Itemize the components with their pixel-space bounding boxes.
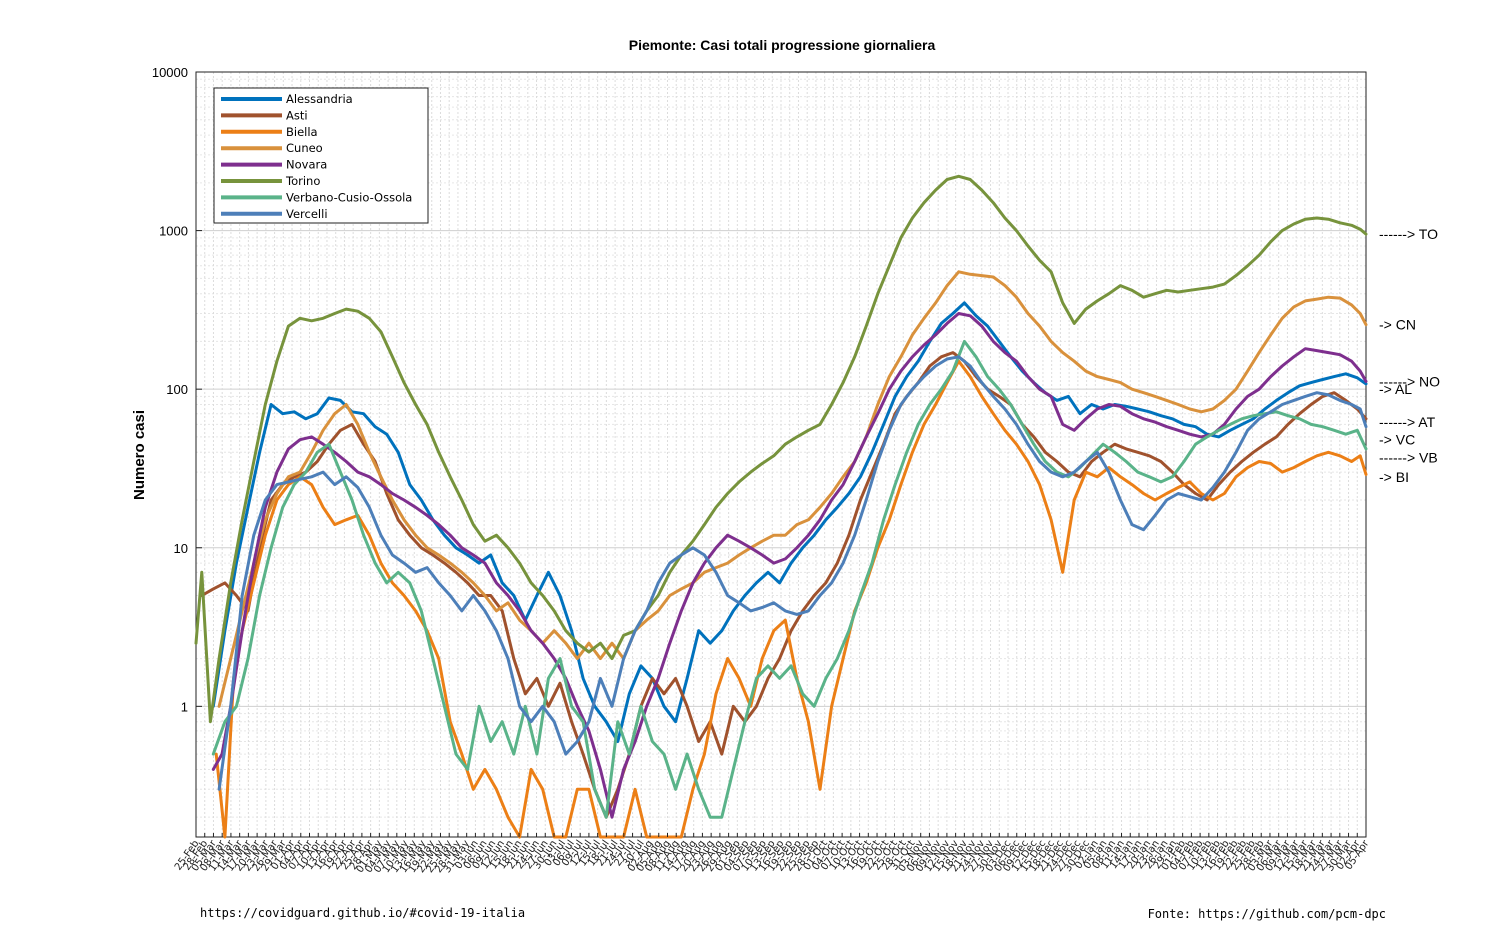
- legend-label: Verbano-Cusio-Ossola: [286, 190, 412, 204]
- y-axis-ticks: 1 10 100 1000 10000: [152, 65, 202, 714]
- end-label: -> BI: [1379, 469, 1409, 485]
- y-tick-label: 10: [174, 541, 188, 556]
- series-line-torino: [194, 174, 1368, 724]
- x-axis-ticks: 25-Feb28-Feb05-Mar08-Mar11-Mar14-Mar17-M…: [173, 833, 1372, 875]
- y-tick-label: 10000: [152, 65, 188, 80]
- series-line-verbano-cusio-ossola: [211, 339, 1368, 819]
- end-label: -> AL: [1379, 381, 1412, 397]
- series-line-novara: [211, 312, 1368, 819]
- end-label: ------> AT: [1379, 414, 1436, 430]
- legend-label: Biella: [286, 125, 318, 139]
- end-label: -> VC: [1379, 432, 1415, 448]
- legend-label: Cuneo: [286, 141, 323, 155]
- chart-title: Piemonte: Casi totali progressione giorn…: [629, 37, 936, 53]
- series-line-biella: [214, 359, 1368, 839]
- footer-source-url: https://covidguard.github.io/#covid-19-i…: [200, 906, 525, 920]
- y-tick-label: 100: [166, 382, 188, 397]
- y-axis-label: Numero casi: [131, 410, 148, 500]
- legend-label: Torino: [285, 174, 320, 188]
- legend-label: Novara: [286, 158, 327, 172]
- end-label: ------> VB: [1379, 450, 1438, 466]
- y-tick-label: 1: [181, 699, 188, 714]
- legend-label: Vercelli: [286, 207, 328, 221]
- legend-label: Alessandria: [286, 92, 353, 106]
- series-line-vercelli: [217, 355, 1368, 791]
- series-lines: [194, 174, 1368, 839]
- end-label: ------> TO: [1379, 226, 1438, 242]
- y-tick-label: 1000: [159, 224, 188, 239]
- series-line-alessandria: [211, 301, 1368, 743]
- series-line-cuneo: [217, 270, 1368, 708]
- end-label: ------> NO: [1379, 373, 1440, 389]
- footer-data-credit: Fonte: https://github.com/pcm-dpc: [1148, 907, 1386, 921]
- legend-label: Asti: [286, 108, 308, 122]
- end-labels: ------> TO -> CN ------> NO-> AL ------> AT…: [1379, 226, 1440, 485]
- end-label: -> CN: [1379, 317, 1416, 333]
- legend: Alessandria Asti Biella Cuneo Novara Torino Ve…: [213, 87, 429, 224]
- legend-box: [213, 87, 429, 224]
